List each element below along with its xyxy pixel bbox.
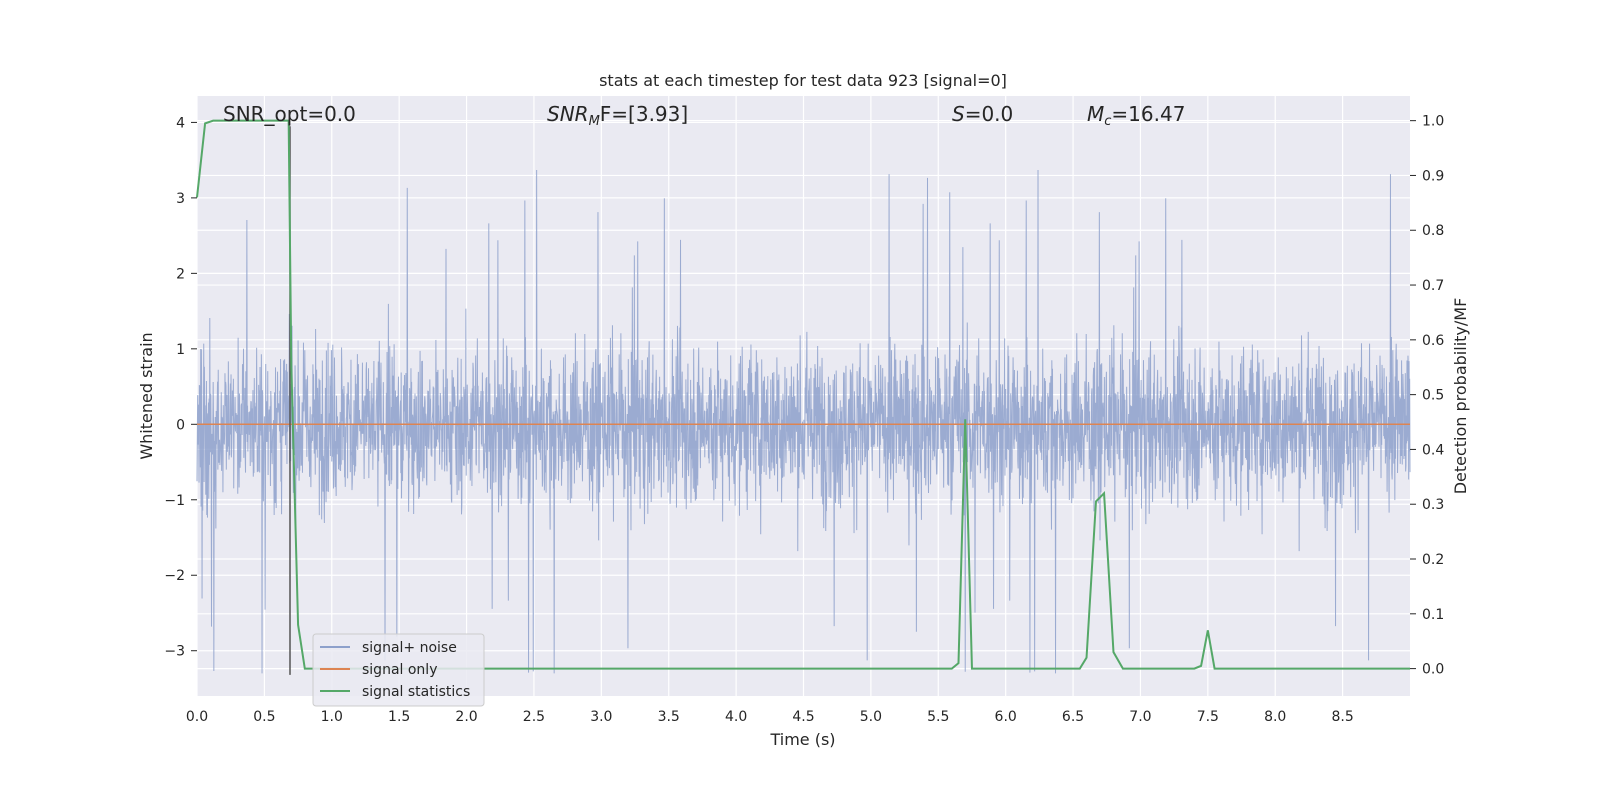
y-right-tick-label: 0.3 — [1422, 497, 1444, 513]
y-right-axis-ticks: 1.0 0.9 0.8 0.7 0.6 0.5 0.4 0.3 0.2 0.1 0.0 — [1410, 114, 1444, 678]
y-right-tick-label: 0.5 — [1422, 388, 1444, 404]
y-tick-label: 3 — [176, 191, 185, 207]
y-right-tick-label: 0.9 — [1422, 168, 1444, 184]
annotation-snr-opt: SNR_opt=0.0 — [223, 102, 356, 126]
legend-label-signal-noise: signal+ noise — [362, 640, 457, 656]
annotation-snr-mf: SNRMF=[3.93] — [547, 102, 688, 129]
x-tick-label: 5.0 — [860, 709, 882, 725]
y-right-axis-label: Detection probability/MF — [1451, 298, 1470, 495]
annotation-mc: Mc=16.47 — [1087, 102, 1185, 129]
noise-trace — [196, 170, 1411, 674]
x-axis-label: Time (s) — [769, 730, 835, 749]
x-tick-label: 2.5 — [523, 709, 545, 725]
x-tick-label: 4.0 — [725, 709, 747, 725]
chart-title: stats at each timestep for test data 923… — [599, 71, 1007, 90]
x-tick-label: 0.0 — [186, 709, 208, 725]
y-right-tick-label: 0.1 — [1422, 607, 1444, 623]
x-tick-label: 6.5 — [1062, 709, 1084, 725]
y-axis-label: Whitened strain — [137, 332, 156, 459]
x-tick-label: 5.5 — [927, 709, 949, 725]
x-tick-label: 8.5 — [1331, 709, 1353, 725]
y-right-tick-label: 0.7 — [1422, 278, 1444, 294]
y-right-tick-label: 1.0 — [1422, 114, 1444, 130]
y-tick-label: 1 — [176, 342, 185, 358]
plot-area — [196, 96, 1411, 696]
y-tick-label: 4 — [176, 115, 185, 131]
x-tick-label: 0.5 — [253, 709, 275, 725]
x-tick-label: 4.5 — [792, 709, 814, 725]
grid-lines — [196, 96, 1410, 696]
y-right-tick-label: 0.2 — [1422, 552, 1444, 568]
y-right-tick-label: 0.0 — [1422, 662, 1444, 678]
x-tick-label: 6.0 — [995, 709, 1017, 725]
y-right-tick-label: 0.6 — [1422, 333, 1444, 349]
x-tick-label: 3.5 — [658, 709, 680, 725]
x-tick-label: 8.0 — [1264, 709, 1286, 725]
signal-plus-noise-series — [196, 170, 1411, 674]
x-tick-label: 7.0 — [1129, 709, 1151, 725]
x-axis-ticks: 0.0 0.5 1.0 1.5 2.0 2.5 3.0 3.5 4.0 4.5 5.0 5.5 6.0 6… — [186, 709, 1354, 725]
y-tick-label: 0 — [176, 417, 185, 433]
y-tick-label: −1 — [164, 493, 185, 509]
x-tick-label: 1.5 — [388, 709, 410, 725]
x-tick-label: 7.5 — [1197, 709, 1219, 725]
y-axis-ticks: 4 3 2 1 0 −1 −2 −3 — [164, 115, 197, 660]
annotation-s: S=0.0 — [952, 102, 1013, 126]
y-right-tick-label: 0.8 — [1422, 223, 1444, 239]
legend: signal+ noise signal only signal statist… — [312, 633, 485, 707]
signal-statistics-series — [196, 119, 1410, 670]
x-tick-label: 2.0 — [455, 709, 477, 725]
y-tick-label: −3 — [164, 644, 185, 660]
y-right-tick-label: 0.4 — [1422, 442, 1444, 458]
x-tick-label: 3.0 — [590, 709, 612, 725]
y-tick-label: 2 — [176, 266, 185, 282]
legend-label-signal-statistics: signal statistics — [362, 684, 470, 700]
legend-box — [312, 633, 485, 707]
x-tick-label: 1.0 — [321, 709, 343, 725]
y-tick-label: −2 — [164, 568, 185, 584]
legend-label-signal-only: signal only — [362, 662, 437, 678]
